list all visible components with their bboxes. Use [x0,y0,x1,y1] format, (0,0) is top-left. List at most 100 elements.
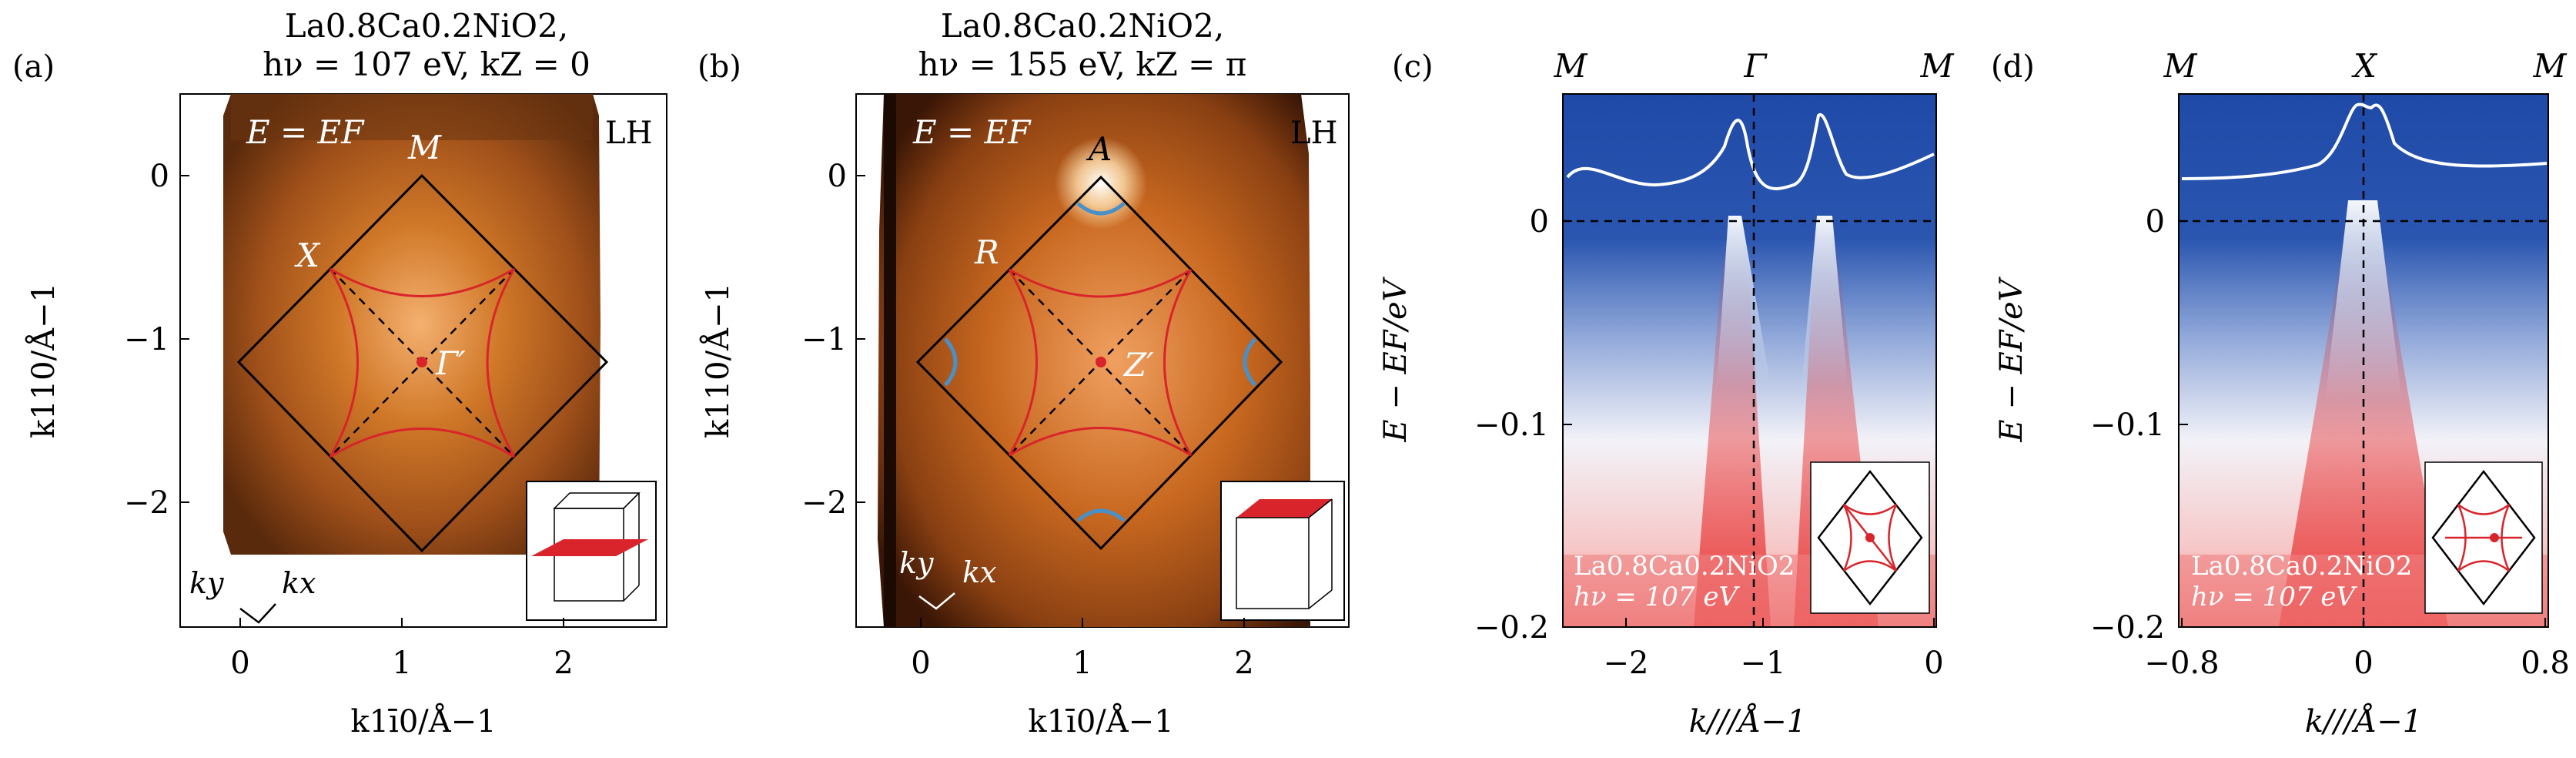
panel-b-xtick-1: 1 [1072,646,1092,681]
panel-d-xtick-2: 0.8 [2521,646,2570,681]
panel-b-hotspot [1055,137,1147,230]
panel-d-label: (d) [1991,49,2035,85]
panel-d-inset [2424,461,2543,614]
panel-a-point-x: X [294,236,321,274]
panel-c-xtick-2: 0 [1924,646,1943,681]
panel-b-polarization: LH [1290,116,1337,151]
panel-a-k-arrows [239,603,276,624]
panel-d-photon: hν = 107 eV [2191,582,2357,612]
panel-c: (c) M Γ M La0.8Ca0.2NiO2 hν = 107 eV [1378,47,1954,740]
panel-b-ylabel: k110/Å−1 [700,283,736,438]
panel-b-dark-edge [884,94,896,627]
panel-a-polarization: LH [605,116,652,151]
panel-a-xtick-0: 0 [230,646,249,681]
panel-b-ytick-1: −1 [801,322,847,357]
panel-b-bz-diamond [915,175,1283,551]
panel-c-xtick-1: −1 [1741,646,1786,681]
panel-d: (d) M X M La0.8Ca0.2NiO2 hν = 107 eV [1991,47,2570,740]
panel-d-ytick-2: −0.2 [2090,610,2165,646]
panel-b-pocket-right [1243,337,1256,387]
panel-a-xlabel: k1ī0/Å−1 [350,703,496,740]
panel-a: (a) La0.8Ca0.2NiO2, hν = 107 eV, kZ = 0 … [12,7,667,740]
panel-b-fs-left [1008,269,1038,456]
panel-c-ylabel: E − EF/eV [1378,276,1413,442]
panel-c-sample: La0.8Ca0.2NiO2 [1574,551,1795,582]
panel-b-xlabel: k1ī0/Å−1 [1028,703,1173,740]
panel-a-ylabel: k110/Å−1 [25,283,62,438]
panel-b-point-a: A [1086,130,1112,168]
panel-a-ytick-1: −1 [124,322,169,357]
panel-c-mdc-curve [1566,112,1935,190]
panel-d-top-m-left: M [2163,47,2197,85]
panel-b-point-z: Z′ [1122,346,1154,384]
panel-a-point-m: M [407,129,442,166]
panel-a-ytick-2: −2 [124,485,169,521]
panel-b-ky: ky [899,546,934,580]
panel-a-fs-right [486,268,516,458]
panel-c-inset [1810,461,1930,614]
panel-c-ytick-1: −0.1 [1474,408,1549,443]
panel-b-energy-label: E = EF [912,113,1032,151]
panel-b-ytick-2: −2 [801,485,847,521]
panel-c-ticks [1563,220,1935,628]
panel-d-sample: La0.8Ca0.2NiO2 [2191,551,2412,582]
panel-c-axes [1562,93,1937,628]
panel-b-xtick-0: 0 [911,646,930,681]
panel-c-photon: hν = 107 eV [1574,582,1740,612]
panel-b-ticks [856,175,1245,627]
panel-d-top-x: X [2351,47,2378,85]
panel-b-z-dot [1096,357,1106,367]
panel-b-title-line1: La0.8Ca0.2NiO2, [941,7,1224,45]
panel-a-fs-bottom [330,428,515,458]
panel-b-fs-top [1009,268,1192,298]
panel-b-xtick-2: 2 [1234,646,1253,681]
panel-c-ytick-2: −0.2 [1474,610,1549,646]
panel-a-gamma-dot [417,357,427,367]
panel-b-pocket-left [944,337,958,387]
panel-b-pocket-top [1076,202,1126,216]
panel-c-ytick-0: 0 [1530,204,1549,240]
panel-a-ticks [180,175,564,627]
panel-a-title-line1: La0.8Ca0.2NiO2, [285,7,568,45]
panel-b: (b) La0.8Ca0.2NiO2, hν = 155 eV, kZ = π … [698,7,1350,740]
panel-d-ticks [2179,220,2546,628]
panel-b-point-r: R [974,233,999,271]
panel-b-label: (b) [698,49,741,85]
panel-a-fs-left [329,268,359,458]
panel-a-xtick-1: 1 [392,646,411,681]
panel-d-xtick-0: −0.8 [2144,646,2219,681]
panel-a-point-gamma: Γ′ [435,344,466,382]
panel-b-k-arrows [918,592,955,610]
panel-d-mdc-curve [2181,102,2548,180]
panel-c-top-m-left: M [1553,47,1587,85]
panel-a-map-top-band [231,94,593,140]
panel-d-ylabel: E − EF/eV [1994,276,2029,442]
panel-d-xtick-1: 0 [2354,646,2373,681]
panel-d-xlabel: k///Å−1 [2305,703,2423,740]
panel-d-ytick-0: 0 [2146,204,2165,240]
panel-a-kx: kx [282,566,316,600]
panel-c-top-gamma: Γ [1743,47,1768,85]
panel-b-ytick-0: 0 [828,159,847,194]
panel-a-xtick-2: 2 [554,646,573,681]
panel-a-inset [526,481,657,621]
panel-c-xtick-0: −2 [1604,646,1649,681]
panel-b-fs-right [1163,269,1193,456]
panel-a-fs-top [330,267,515,297]
panel-b-title-line2: hν = 155 eV, kZ = π [918,45,1247,83]
panel-b-kx: kx [962,555,996,589]
panel-a-energy-label: E = EF [246,113,365,151]
panel-b-pocket-bottom [1076,508,1126,522]
panel-c-top-m-right: M [1919,47,1954,85]
panel-b-fs-bottom [1009,427,1192,457]
panel-a-label: (a) [12,49,55,85]
panel-a-title-line2: hν = 107 eV, kZ = 0 [263,45,590,83]
panel-b-inset [1220,481,1345,621]
panel-d-top-m-right: M [2532,47,2567,85]
panel-c-xlabel: k///Å−1 [1689,703,1807,740]
panel-a-bz-diamond [236,173,609,553]
panel-b-fermi-map [878,94,1310,627]
panel-a-ytick-0: 0 [150,159,169,194]
panel-c-label: (c) [1392,49,1434,85]
